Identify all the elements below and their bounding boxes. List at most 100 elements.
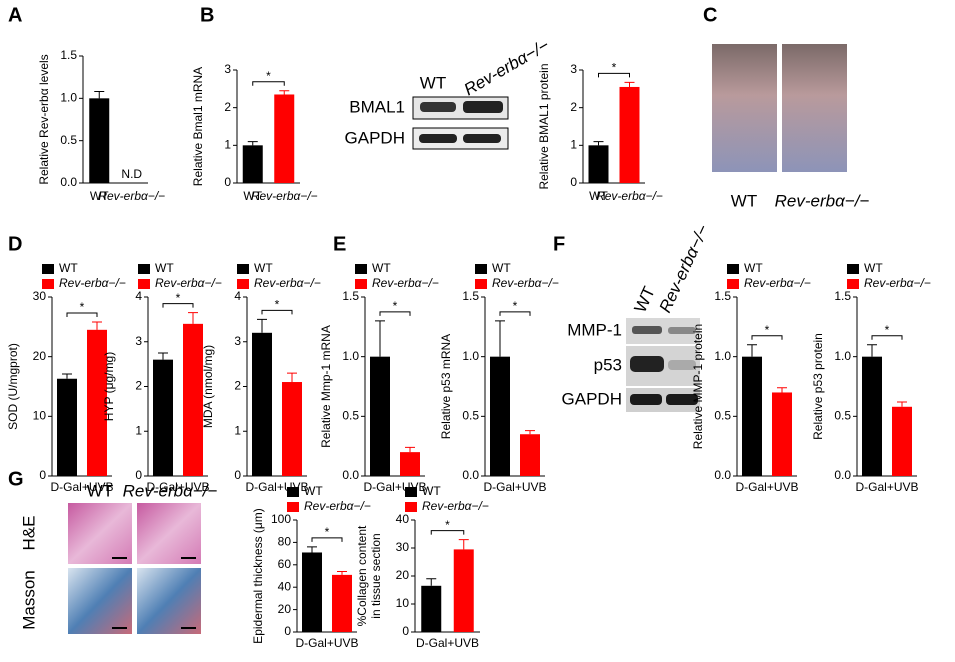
y-tick-label: 30	[33, 289, 47, 303]
legend-label: Rev-erbα−/−	[422, 499, 489, 513]
bar	[183, 323, 203, 476]
legend-swatch	[475, 264, 487, 274]
x-tick-label: WT	[589, 189, 608, 203]
annotation: N.D	[121, 167, 142, 181]
bar	[57, 378, 77, 476]
legend-swatch	[847, 264, 859, 274]
error-bar	[747, 344, 757, 357]
legend-label: WT	[864, 261, 883, 275]
bar	[453, 549, 474, 632]
legend-swatch	[847, 279, 859, 289]
y-tick-label: 1.5	[714, 289, 731, 303]
error-bar	[525, 430, 535, 435]
bar	[153, 359, 173, 476]
y-tick-label: 1	[135, 423, 142, 437]
significance-bracket	[261, 309, 293, 315]
error-bar	[92, 321, 102, 330]
error-bar	[593, 141, 604, 146]
y-tick-label: 60	[278, 557, 292, 571]
significance-bracket	[430, 530, 465, 535]
error-bar	[287, 372, 297, 383]
legend-swatch	[355, 279, 367, 289]
legend-label: WT	[372, 261, 391, 275]
y-tick-label: 1.5	[834, 289, 851, 303]
panel-label: B	[200, 4, 214, 26]
blot-band	[463, 134, 501, 143]
y-tick-label: 2	[224, 100, 231, 114]
y-tick-label: 0.0	[342, 468, 359, 482]
legend-label: Rev-erbα−/−	[254, 276, 321, 290]
legend-swatch	[405, 487, 417, 497]
significance: *	[445, 518, 450, 532]
blot-row: MMP-1	[567, 320, 622, 339]
significance-bracket	[252, 81, 285, 86]
histology-column: Rev-erbα−/−	[123, 481, 218, 500]
error-bar	[495, 320, 505, 357]
y-axis-label: Relative Mmp-1 mRNA	[319, 325, 333, 448]
significance: *	[325, 525, 330, 539]
significance: *	[393, 299, 398, 313]
histology-image	[68, 503, 132, 564]
blot-band	[630, 394, 662, 405]
photo-label: Rev-erbα−/−	[775, 191, 870, 210]
blot-row: GAPDH	[345, 128, 405, 147]
x-tick-label: WT	[90, 189, 109, 203]
error-bar	[867, 344, 877, 357]
bar	[862, 356, 882, 476]
x-tick-label: WT	[243, 189, 262, 203]
bar	[282, 382, 302, 476]
blot-band	[420, 102, 456, 112]
bar	[588, 145, 609, 183]
y-tick-label: 4	[135, 289, 142, 303]
legend-swatch	[42, 264, 54, 274]
panel-label: A	[8, 4, 22, 26]
panel-label: G	[8, 468, 24, 490]
y-axis-label: Relative p53 mRNA	[439, 334, 453, 439]
significance: *	[612, 61, 617, 75]
x-axis-label: D-Gal+UVB	[416, 636, 479, 650]
bar	[421, 585, 442, 632]
bar	[490, 356, 510, 476]
y-tick-label: 2	[570, 100, 577, 114]
x-axis-label: D-Gal+UVB	[146, 480, 209, 494]
legend-label: WT	[254, 261, 273, 275]
blot-row: BMAL1	[349, 97, 405, 116]
y-tick-label: 2	[135, 379, 142, 393]
error-bar	[337, 571, 347, 575]
error-bar	[777, 387, 787, 393]
panel-label: D	[8, 233, 22, 255]
y-tick-label: 1	[570, 138, 577, 152]
histology-image	[68, 568, 132, 634]
y-tick-label: 1.0	[462, 349, 479, 363]
bar	[332, 574, 352, 632]
photo	[782, 44, 847, 172]
y-tick-label: 0.0	[834, 468, 851, 482]
y-tick-label: 1.0	[714, 349, 731, 363]
y-tick-label: 40	[396, 512, 410, 526]
blot-row: p53	[594, 355, 622, 374]
y-tick-label: 30	[396, 540, 410, 554]
x-axis-label: D-Gal+UVB	[483, 480, 546, 494]
y-tick-label: 0	[570, 175, 577, 189]
y-tick-label: 100	[271, 512, 291, 526]
y-axis-label: Relative BMAL1 protein	[537, 63, 551, 189]
legend-swatch	[237, 264, 249, 274]
error-bar	[375, 320, 385, 357]
significance: *	[80, 300, 85, 314]
y-axis-label: Relative MMP-1 protein	[691, 324, 705, 449]
y-tick-label: 10	[396, 596, 410, 610]
bar	[400, 452, 420, 476]
legend-swatch	[727, 264, 739, 274]
y-tick-label: 3	[234, 334, 241, 348]
error-bar	[94, 91, 105, 99]
legend-swatch	[42, 279, 54, 289]
y-axis-label: Relative Rev-erbα levels	[37, 54, 51, 184]
bar	[87, 329, 107, 476]
blot-band	[666, 394, 698, 405]
legend-label: WT	[304, 484, 323, 498]
y-tick-label: 40	[278, 579, 292, 593]
error-bar	[188, 312, 198, 324]
y-tick-label: 1	[224, 138, 231, 152]
error-bar	[458, 539, 469, 550]
